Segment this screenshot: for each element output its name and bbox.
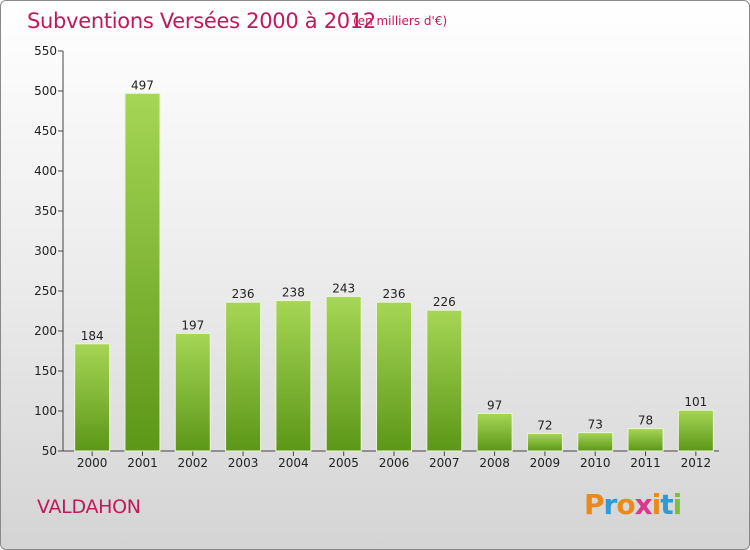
bar <box>677 409 714 452</box>
x-tick-label: 2004 <box>278 456 309 470</box>
location-label: VALDAHON <box>37 496 141 518</box>
y-tick-label: 500 <box>34 84 57 98</box>
bar-value-label: 197 <box>181 318 204 332</box>
bar <box>526 432 563 452</box>
logo-letter: i <box>651 488 662 521</box>
logo-letter: P <box>584 488 605 521</box>
bar-value-label: 78 <box>638 414 653 428</box>
x-tick-label: 2001 <box>127 456 158 470</box>
proxiti-logo: Proxiti <box>584 488 683 521</box>
x-tick-label: 2000 <box>77 456 108 470</box>
bar <box>476 412 513 452</box>
bar <box>74 343 111 452</box>
logo-letter: i <box>672 488 683 521</box>
y-tick-label: 350 <box>34 204 57 218</box>
bar-value-label: 97 <box>487 398 502 412</box>
x-tick-label: 2011 <box>630 456 661 470</box>
y-tick-label: 450 <box>34 124 57 138</box>
bar <box>225 301 262 452</box>
y-tick-label: 250 <box>34 284 57 298</box>
chart-title: Subventions Versées 2000 à 2012 <box>27 9 376 33</box>
x-tick-label: 2010 <box>580 456 611 470</box>
bar-value-label: 243 <box>332 282 355 296</box>
bar <box>325 296 362 452</box>
x-tick-label: 2012 <box>681 456 712 470</box>
y-tick-label: 200 <box>34 324 57 338</box>
bar-value-label: 497 <box>131 78 154 92</box>
x-tick-label: 2009 <box>530 456 561 470</box>
x-tick-label: 2006 <box>379 456 410 470</box>
chart-subtitle: (en milliers d'€) <box>353 14 448 28</box>
bar <box>275 300 312 452</box>
y-tick-label: 50 <box>42 444 57 458</box>
bar <box>174 332 211 452</box>
bar-value-label: 238 <box>282 286 305 300</box>
bar <box>376 301 412 452</box>
bar-value-label: 236 <box>232 287 255 301</box>
logo-letter: r <box>603 488 618 521</box>
bar <box>577 432 614 452</box>
logo-letter: x <box>634 488 653 521</box>
x-tick-label: 2007 <box>429 456 460 470</box>
bar-value-label: 73 <box>588 418 603 432</box>
bar-value-label: 72 <box>537 418 552 432</box>
x-tick-label: 2002 <box>177 456 208 470</box>
bar-value-label: 236 <box>383 287 406 301</box>
bar <box>124 92 161 452</box>
bar-value-label: 101 <box>684 395 707 409</box>
logo-letter: t <box>660 488 673 521</box>
logo-letter: o <box>616 488 635 521</box>
y-tick-label: 400 <box>34 164 57 178</box>
y-tick-label: 550 <box>34 44 57 58</box>
bar <box>627 428 664 452</box>
bar <box>426 309 463 452</box>
y-tick-label: 300 <box>34 244 57 258</box>
x-tick-label: 2008 <box>479 456 510 470</box>
y-tick-label: 150 <box>34 364 57 378</box>
bar-value-label: 226 <box>433 295 456 309</box>
y-tick-label: 100 <box>34 404 57 418</box>
x-tick-label: 2005 <box>328 456 359 470</box>
bar-value-label: 184 <box>81 329 104 343</box>
x-tick-label: 2003 <box>228 456 259 470</box>
